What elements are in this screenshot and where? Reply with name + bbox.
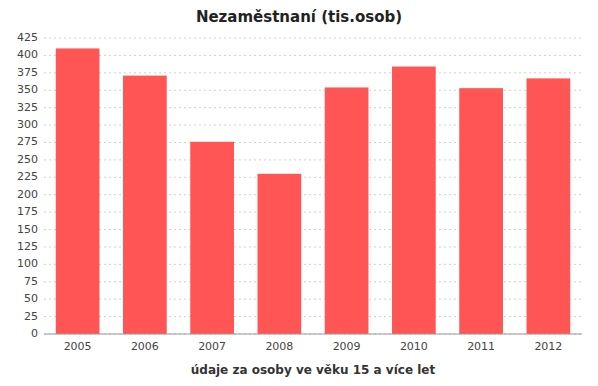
- y-tick-label: 275: [17, 135, 38, 148]
- y-tick-label: 200: [17, 188, 38, 201]
- chart-title: Nezaměstnaní (tis.osob): [196, 8, 402, 26]
- y-tick-label: 125: [17, 240, 38, 253]
- bar: [527, 78, 571, 334]
- chart-svg: 0 25 50 75 100 125 150 175 200 225 250 275 300 325 350…: [0, 0, 598, 386]
- y-tick-label: 25: [24, 310, 38, 323]
- x-axis-label: údaje za osoby ve věku 15 a více let: [191, 363, 436, 377]
- y-tick-label: 225: [17, 170, 38, 183]
- y-tick-label: 350: [17, 83, 38, 96]
- x-tick-label: 2012: [534, 340, 562, 353]
- grid: [44, 38, 582, 334]
- bar: [190, 142, 234, 334]
- grid-line: [44, 334, 582, 335]
- bar: [258, 174, 302, 334]
- y-axis: 0 25 50 75 100 125 150 175 200 225 250 275 300 325 350…: [17, 31, 38, 340]
- bar: [459, 88, 503, 334]
- x-tick-label: 2011: [467, 340, 495, 353]
- grid-line: [44, 72, 582, 73]
- x-axis-line: [44, 334, 582, 335]
- bar: [56, 48, 100, 334]
- x-tick-label: 2009: [333, 340, 361, 353]
- grid-line: [44, 38, 582, 39]
- y-tick-label: 75: [24, 275, 38, 288]
- y-tick-label: 175: [17, 205, 38, 218]
- y-tick-label: 250: [17, 153, 38, 166]
- grid-line: [44, 55, 582, 56]
- y-tick-label: 375: [17, 66, 38, 79]
- y-tick-label: 300: [17, 118, 38, 131]
- bar: [392, 67, 436, 334]
- bar: [325, 87, 369, 334]
- x-tick-label: 2006: [131, 340, 159, 353]
- bar: [123, 76, 167, 334]
- x-axis: 2005 2006 2007 2008 2009 2010 2011 2012: [64, 340, 563, 353]
- y-tick-label: 100: [17, 257, 38, 270]
- y-tick-label: 400: [17, 48, 38, 61]
- y-tick-label: 0: [31, 327, 38, 340]
- y-tick-label: 50: [24, 292, 38, 305]
- chart-container: 0 25 50 75 100 125 150 175 200 225 250 275 300 325 350…: [0, 0, 598, 386]
- y-tick-label: 150: [17, 223, 38, 236]
- x-tick-label: 2010: [400, 340, 428, 353]
- bars: [56, 48, 570, 334]
- y-tick-label: 325: [17, 101, 38, 114]
- x-tick-label: 2005: [64, 340, 92, 353]
- x-tick-label: 2007: [198, 340, 226, 353]
- y-tick-label: 425: [17, 31, 38, 44]
- x-tick-label: 2008: [265, 340, 293, 353]
